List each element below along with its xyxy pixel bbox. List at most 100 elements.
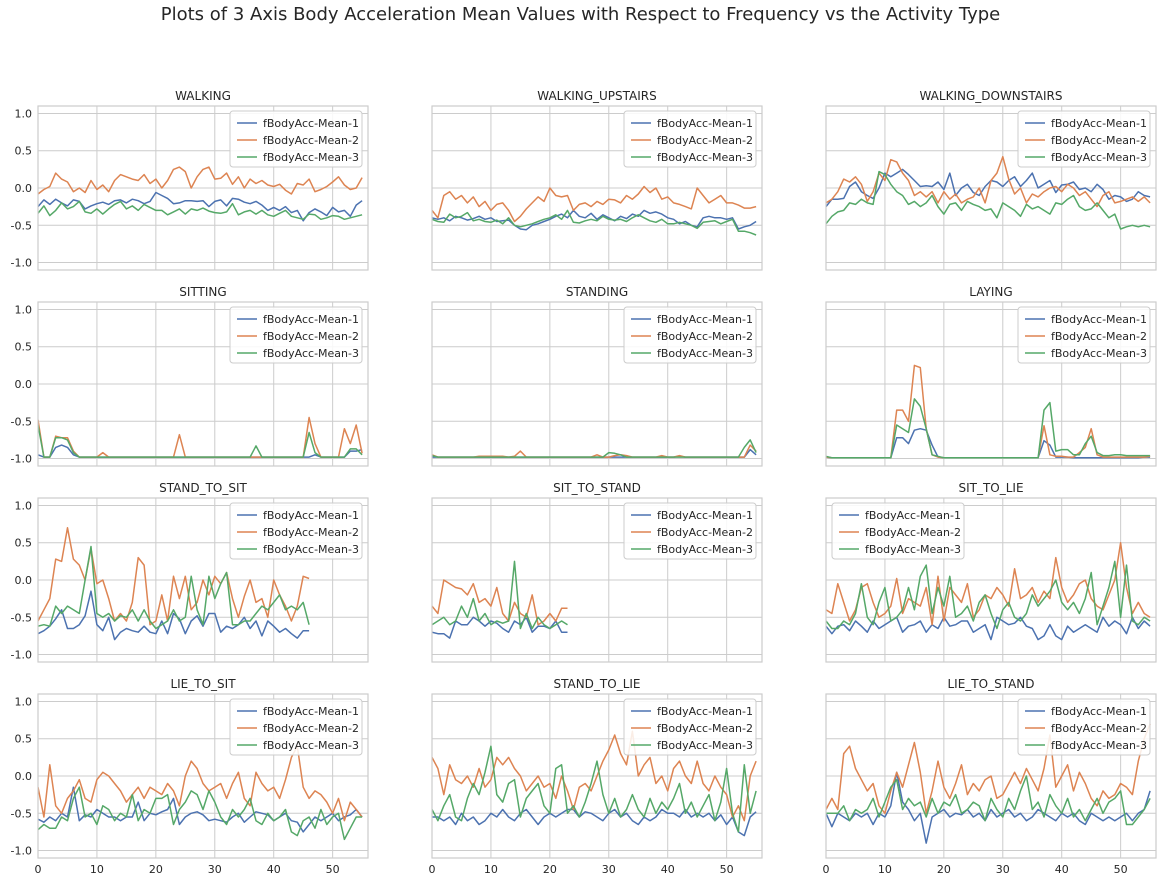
- legend-label: fBodyAcc-Mean-2: [657, 330, 753, 343]
- y-tick-label: 0.5: [15, 341, 33, 354]
- subplot-title: WALKING: [175, 89, 231, 103]
- legend-label: fBodyAcc-Mean-1: [263, 117, 359, 130]
- legend-label: fBodyAcc-Mean-3: [657, 543, 753, 556]
- x-tick-label: 50: [326, 863, 340, 876]
- legend-label: fBodyAcc-Mean-3: [1051, 151, 1147, 164]
- legend: fBodyAcc-Mean-1 fBodyAcc-Mean-2 fBodyAcc-M…: [623, 306, 757, 364]
- legend-label: fBodyAcc-Mean-3: [1051, 739, 1147, 752]
- legend-label: fBodyAcc-Mean-1: [657, 313, 753, 326]
- legend-box: [229, 698, 363, 756]
- legend-label: fBodyAcc-Mean-3: [657, 151, 753, 164]
- y-tick-label: -0.5: [11, 611, 32, 624]
- plot-frame: [431, 497, 763, 663]
- series-line-2: [38, 745, 363, 822]
- subplot-standing: STANDINGfBodyAcc-Mean-1fBodyAcc-Mean-2fB…: [431, 285, 763, 467]
- subplot-stand-to-sit: STAND_TO_SIT -1.0 -0.5 0.0 0.5 1.0 fBodyAcc-Me…: [11, 481, 369, 663]
- legend: fBodyAcc-Mean-1 fBodyAcc-Mean-2 fBodyAcc-M…: [229, 110, 363, 168]
- legend-label: fBodyAcc-Mean-3: [657, 739, 753, 752]
- legend-label: fBodyAcc-Mean-3: [657, 347, 753, 360]
- legend-label: fBodyAcc-Mean-1: [263, 509, 359, 522]
- x-tick-label: 50: [720, 863, 734, 876]
- legend-label: fBodyAcc-Mean-2: [263, 134, 359, 147]
- subplot-title: LIE_TO_SIT: [170, 677, 236, 691]
- legend-label: fBodyAcc-Mean-1: [1051, 117, 1147, 130]
- series-line-1: [432, 209, 757, 231]
- subplot-title: LIE_TO_STAND: [947, 677, 1034, 691]
- legend: fBodyAcc-Mean-1 fBodyAcc-Mean-2 fBodyAcc-M…: [623, 698, 757, 756]
- legend-label: fBodyAcc-Mean-2: [657, 526, 753, 539]
- legend-label: fBodyAcc-Mean-2: [263, 330, 359, 343]
- subplot-title: LAYING: [969, 285, 1012, 299]
- x-tick-label: 0: [823, 863, 830, 876]
- legend-label: fBodyAcc-Mean-1: [263, 313, 359, 326]
- series-line-3: [826, 398, 1151, 459]
- x-tick-label: 0: [429, 863, 436, 876]
- y-tick-label: 0.5: [15, 145, 33, 158]
- legend-label: fBodyAcc-Mean-1: [657, 117, 753, 130]
- legend-box: [1017, 306, 1151, 364]
- plot-frame: [825, 105, 1157, 271]
- legend: fBodyAcc-Mean-1 fBodyAcc-Mean-2 fBodyAcc-M…: [229, 698, 363, 756]
- legend-label: fBodyAcc-Mean-2: [1051, 134, 1147, 147]
- legend-label: fBodyAcc-Mean-2: [657, 722, 753, 735]
- legend-label: fBodyAcc-Mean-2: [263, 722, 359, 735]
- series-line-2: [826, 723, 1151, 815]
- subplot-title: WALKING_DOWNSTAIRS: [919, 89, 1062, 103]
- subplot-title: SITTING: [179, 285, 226, 299]
- plot-frame: [37, 693, 369, 859]
- series-line-1: [432, 808, 757, 837]
- y-tick-label: -1.0: [11, 453, 32, 466]
- series-line-3: [826, 170, 1151, 230]
- series-line-1: [432, 616, 568, 639]
- plot-frame: [825, 301, 1157, 467]
- series-line-3: [432, 560, 568, 630]
- x-tick-label: 50: [1114, 863, 1128, 876]
- legend: fBodyAcc-Mean-1 fBodyAcc-Mean-2 fBodyAcc-M…: [623, 110, 757, 168]
- series-line-3: [432, 439, 757, 458]
- subplot-sitting: SITTING-1.0-0.50.00.51.0fBodyAcc-Mean-1f…: [11, 285, 369, 467]
- x-tick-label: 10: [484, 863, 498, 876]
- series-line-3: [432, 745, 757, 833]
- plot-frame: [825, 693, 1157, 859]
- legend-label: fBodyAcc-Mean-1: [657, 509, 753, 522]
- series-line-1: [38, 590, 310, 641]
- plot-frame: [431, 693, 763, 859]
- legend-label: fBodyAcc-Mean-3: [1051, 347, 1147, 360]
- x-tick-label: 0: [35, 863, 42, 876]
- legend-label: fBodyAcc-Mean-2: [657, 134, 753, 147]
- legend-box: [229, 502, 363, 560]
- x-tick-label: 30: [602, 863, 616, 876]
- subplot-title: STAND_TO_SIT: [159, 481, 247, 495]
- series-line-3: [38, 200, 363, 221]
- legend-label: fBodyAcc-Mean-1: [657, 705, 753, 718]
- legend-box: [623, 110, 757, 168]
- series-line-3: [826, 560, 1151, 630]
- legend: fBodyAcc-Mean-1 fBodyAcc-Mean-2 fBodyAcc-M…: [229, 502, 363, 560]
- x-tick-label: 20: [149, 863, 163, 876]
- subplot-walking: WALKING-1.0-0.50.00.51.0fBodyAcc-Mean-1f…: [11, 89, 369, 271]
- legend-label: fBodyAcc-Mean-2: [1051, 722, 1147, 735]
- subplot-title: SIT_TO_LIE: [958, 481, 1023, 495]
- series-line-2: [38, 527, 310, 626]
- legend-label: fBodyAcc-Mean-3: [263, 151, 359, 164]
- plot-frame: [431, 105, 763, 271]
- series-line-1: [826, 168, 1151, 208]
- y-tick-label: -1.0: [11, 845, 32, 858]
- y-tick-label: 0.0: [15, 770, 33, 783]
- y-tick-label: -1.0: [11, 649, 32, 662]
- y-tick-label: 1.0: [15, 499, 33, 512]
- legend-label: fBodyAcc-Mean-1: [865, 509, 961, 522]
- series-line-2: [432, 185, 757, 223]
- series-line-2: [826, 364, 1151, 459]
- legend-label: fBodyAcc-Mean-3: [263, 543, 359, 556]
- subplot-title: SIT_TO_STAND: [553, 481, 641, 495]
- series-line-3: [826, 775, 1151, 826]
- y-tick-label: -1.0: [11, 257, 32, 270]
- series-line-2: [826, 541, 1151, 626]
- subplot-sit-to-stand: SIT_TO_STAND fBodyAcc-Mean-1 fBodyAcc-Mean…: [431, 481, 763, 663]
- subplot-title: WALKING_UPSTAIRS: [537, 89, 657, 103]
- plot-frame: [37, 105, 369, 271]
- y-tick-label: 0.0: [15, 182, 33, 195]
